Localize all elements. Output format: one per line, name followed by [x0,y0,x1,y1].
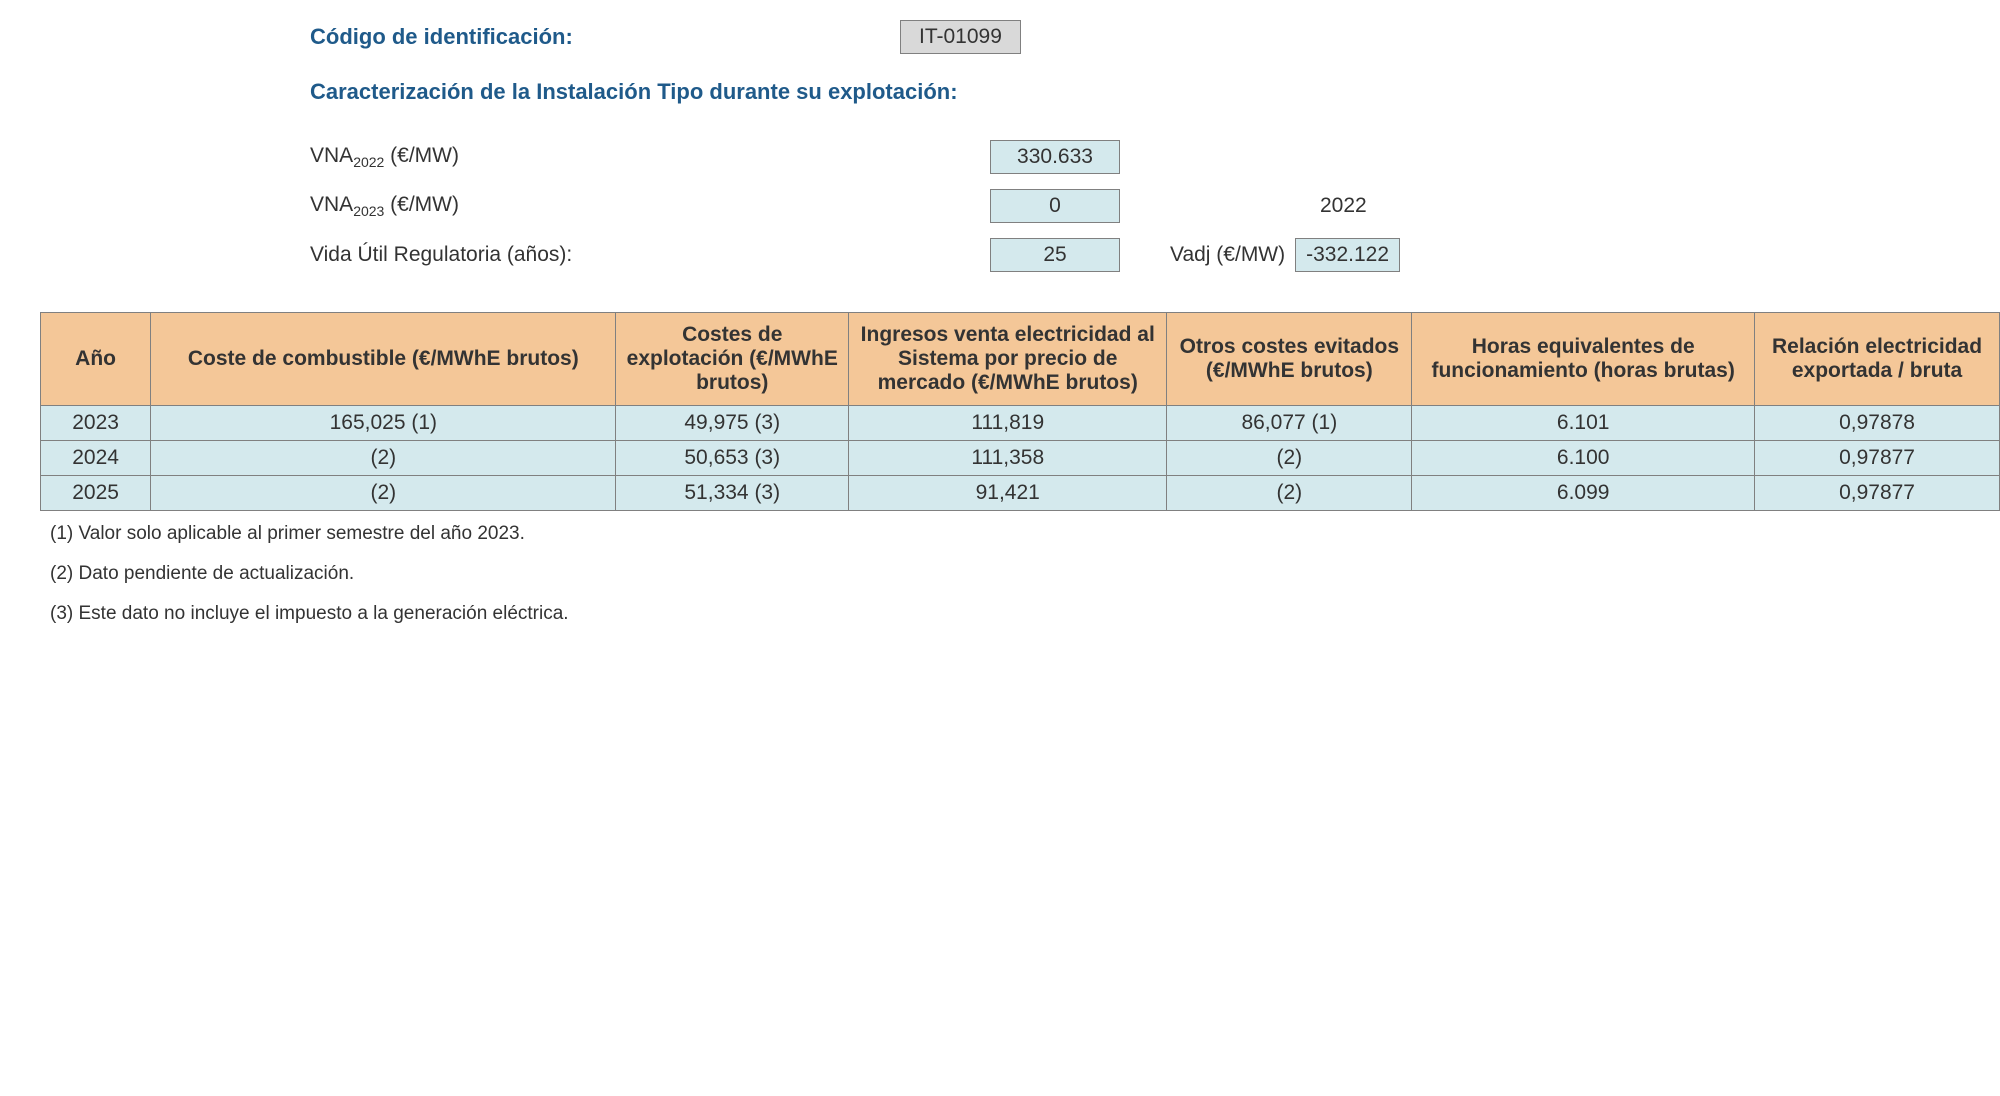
table-row: 2023 165,025 (1) 49,975 (3) 111,819 86,0… [41,406,2000,441]
footnote-3: (3) Este dato no incluye el impuesto a l… [50,603,1980,625]
cell-fuel: (2) [151,441,616,476]
col-ingresos: Ingresos venta electricidad al Sistema p… [849,313,1167,406]
cell-ingresos: 111,358 [849,441,1167,476]
cell-otros: 86,077 (1) [1167,406,1412,441]
col-costes: Costes de explotación (€/MWhE brutos) [616,313,849,406]
table-row: 2024 (2) 50,653 (3) 111,358 (2) 6.100 0,… [41,441,2000,476]
section-title: Caracterización de la Instalación Tipo d… [310,79,1980,105]
cell-ingresos: 111,819 [849,406,1167,441]
data-table: Año Coste de combustible (€/MWhE brutos)… [40,312,2000,511]
cell-ingresos: 91,421 [849,476,1167,511]
cell-otros: (2) [1167,476,1412,511]
col-horas: Horas equivalentes de funcionamiento (ho… [1412,313,1755,406]
vida-label: Vida Útil Regulatoria (años): [310,243,990,267]
vna2023-label: VNA2023 (€/MW) [310,193,990,219]
vadj-value: -332.122 [1295,238,1400,272]
table-header-row: Año Coste de combustible (€/MWhE brutos)… [41,313,2000,406]
vida-value: 25 [990,238,1120,272]
cell-horas: 6.099 [1412,476,1755,511]
cell-costes: 51,334 (3) [616,476,849,511]
cell-otros: (2) [1167,441,1412,476]
cell-year: 2025 [41,476,151,511]
cell-year: 2024 [41,441,151,476]
cell-costes: 49,975 (3) [616,406,849,441]
code-value: IT-01099 [900,20,1021,54]
cell-horas: 6.100 [1412,441,1755,476]
cell-costes: 50,653 (3) [616,441,849,476]
col-otros: Otros costes evitados (€/MWhE brutos) [1167,313,1412,406]
cell-relacion: 0,97877 [1755,476,2000,511]
cell-relacion: 0,97877 [1755,441,2000,476]
vna2022-label: VNA2022 (€/MW) [310,144,990,170]
col-relacion: Relación electricidad exportada / bruta [1755,313,2000,406]
cell-fuel: (2) [151,476,616,511]
col-fuel: Coste de combustible (€/MWhE brutos) [151,313,616,406]
year-ref: 2022 [1320,194,1367,218]
vna2023-value: 0 [990,189,1120,223]
vna2022-value: 330.633 [990,140,1120,174]
cell-relacion: 0,97878 [1755,406,2000,441]
footnotes: (1) Valor solo aplicable al primer semes… [50,523,1980,625]
table-row: 2025 (2) 51,334 (3) 91,421 (2) 6.099 0,9… [41,476,2000,511]
vadj-label: Vadj (€/MW) [1170,243,1285,267]
cell-year: 2023 [41,406,151,441]
footnote-2: (2) Dato pendiente de actualización. [50,563,1980,585]
footnote-1: (1) Valor solo aplicable al primer semes… [50,523,1980,545]
cell-horas: 6.101 [1412,406,1755,441]
cell-fuel: 165,025 (1) [151,406,616,441]
col-year: Año [41,313,151,406]
code-label: Código de identificación: [310,24,900,50]
